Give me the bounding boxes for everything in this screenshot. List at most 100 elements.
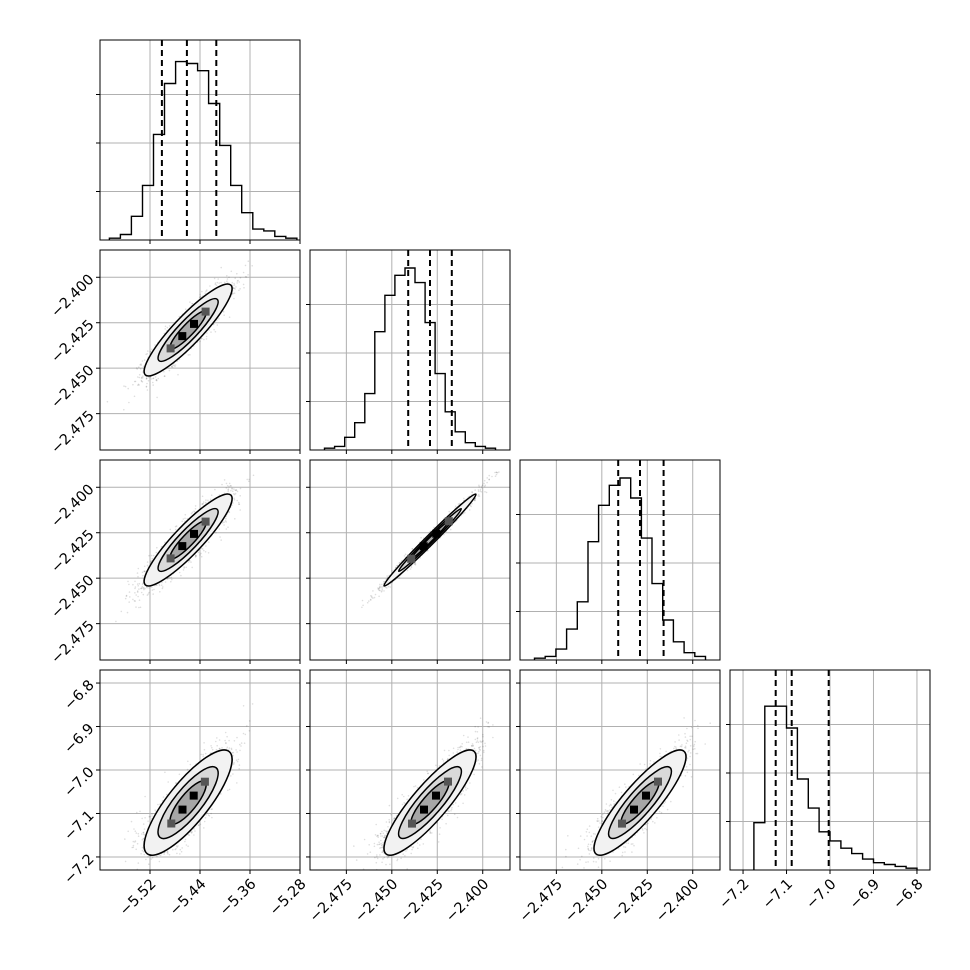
sample-point: [136, 572, 139, 574]
sample-point: [215, 531, 217, 534]
sample-point: [201, 495, 204, 498]
sample-point: [191, 302, 193, 305]
density-block: [178, 542, 187, 551]
sample-point: [245, 276, 248, 278]
sample-point: [146, 389, 149, 391]
sample-point: [155, 378, 158, 381]
sample-point: [226, 484, 229, 487]
sample-point: [214, 488, 216, 491]
sample-point: [213, 277, 216, 280]
panel-content: [361, 471, 500, 609]
density-block: [166, 344, 175, 353]
sample-point: [234, 492, 237, 495]
sample-point: [106, 400, 109, 403]
panel-background: [310, 250, 510, 450]
sample-point: [205, 335, 208, 338]
sample-point: [137, 575, 139, 578]
sample-point: [200, 547, 203, 550]
sample-point: [236, 499, 238, 502]
sample-point: [199, 554, 201, 556]
sample-point: [171, 578, 173, 581]
sample-point: [138, 384, 140, 386]
sample-point: [226, 278, 229, 280]
sample-point: [239, 509, 241, 511]
sample-point: [235, 489, 238, 491]
sample-point: [248, 478, 250, 481]
sample-point: [187, 354, 190, 356]
histogram-0: [108, 60, 298, 240]
sample-point: [247, 274, 249, 276]
sample-point: [160, 584, 163, 586]
sample-point: [140, 379, 143, 382]
sample-point: [135, 367, 138, 369]
sample-point: [204, 501, 207, 504]
sample-point: [187, 561, 190, 563]
sample-point: [141, 585, 144, 588]
sample-point: [143, 570, 146, 572]
sample-point: [141, 360, 144, 362]
sample-point: [126, 611, 129, 614]
sample-point: [197, 551, 200, 554]
sample-point: [182, 569, 185, 571]
sample-point: [204, 551, 207, 553]
sample-point: [214, 282, 217, 284]
panel-content: [106, 260, 253, 411]
sample-point: [220, 281, 222, 284]
sample-point: [137, 376, 139, 378]
sample-point: [155, 551, 158, 554]
sample-point: [127, 387, 129, 390]
sample-point: [232, 493, 235, 495]
sample-point: [233, 497, 235, 500]
sample-point: [146, 561, 149, 563]
sample-point: [184, 517, 186, 520]
sample-point: [184, 308, 187, 311]
sample-point: [123, 408, 125, 411]
sample-point: [124, 597, 127, 600]
panel-content: [115, 474, 255, 623]
sample-point: [238, 503, 240, 506]
sample-point: [227, 526, 229, 528]
sample-point: [152, 593, 154, 595]
sample-point: [146, 377, 148, 380]
sample-point: [146, 353, 148, 355]
sample-point: [145, 377, 148, 380]
sample-point: [139, 606, 142, 609]
sample-point: [143, 587, 145, 589]
sample-point: [188, 559, 191, 562]
sample-point: [151, 586, 153, 589]
sample-point: [242, 271, 245, 274]
sample-point: [228, 485, 230, 488]
sample-point: [209, 285, 211, 287]
sample-point: [215, 284, 218, 287]
sample-point: [216, 324, 219, 326]
sample-point: [230, 489, 232, 492]
sample-point: [203, 338, 205, 341]
sample-point: [148, 587, 150, 589]
sample-point: [150, 560, 152, 562]
sample-point: [180, 574, 182, 577]
sample-point: [128, 401, 130, 404]
sample-point: [150, 554, 153, 557]
sample-point: [218, 494, 221, 496]
sample-point: [223, 524, 225, 526]
sample-point: [244, 264, 247, 267]
sample-point: [201, 290, 203, 293]
sample-point: [235, 286, 237, 288]
sample-point: [148, 591, 150, 594]
sample-point: [227, 488, 230, 490]
sample-point: [163, 370, 165, 373]
sample-point: [205, 545, 207, 547]
sample-point: [140, 380, 143, 383]
sample-point: [216, 281, 219, 284]
sample-point: [190, 512, 193, 515]
sample-point: [140, 587, 143, 590]
sample-point: [218, 282, 220, 284]
sample-point: [183, 566, 185, 568]
sample-point: [182, 518, 185, 520]
sample-point: [146, 564, 149, 567]
sample-point: [199, 340, 201, 343]
sample-point: [143, 570, 145, 573]
sample-point: [138, 606, 140, 609]
sample-point: [168, 325, 171, 327]
sample-point: [145, 378, 148, 380]
